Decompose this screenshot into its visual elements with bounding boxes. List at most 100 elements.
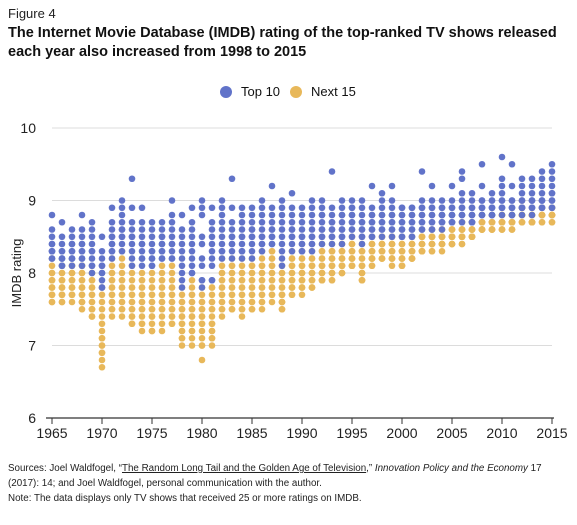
data-point-next15 xyxy=(208,298,216,306)
data-point-next15 xyxy=(58,269,66,277)
data-point-next15 xyxy=(228,262,236,270)
data-point-next15 xyxy=(218,269,226,277)
data-point-next15 xyxy=(128,305,136,313)
data-point-next15 xyxy=(398,247,406,255)
data-point-next15 xyxy=(548,218,556,226)
data-point-top10 xyxy=(198,255,206,262)
data-point-next15 xyxy=(68,291,76,299)
data-point-top10 xyxy=(328,211,336,219)
data-point-top10 xyxy=(238,255,246,262)
data-point-top10 xyxy=(338,211,346,219)
data-point-top10 xyxy=(458,211,466,219)
data-point-top10 xyxy=(498,211,506,219)
data-point-top10 xyxy=(538,197,546,204)
data-point-top10 xyxy=(218,247,226,255)
data-point-next15 xyxy=(228,269,236,277)
data-point-next15 xyxy=(288,255,296,262)
data-point-next15 xyxy=(58,284,66,291)
data-point-next15 xyxy=(238,313,246,320)
data-point-next15 xyxy=(258,305,266,313)
data-point-top10 xyxy=(308,197,316,204)
data-point-top10 xyxy=(458,204,466,212)
data-point-next15 xyxy=(138,327,146,335)
data-point-top10 xyxy=(328,233,336,241)
scatter-chart: 6 7 8 9 10 IMDB rating 1965 1970 1975 1980 1985 199… xyxy=(9,120,568,441)
data-point-top10 xyxy=(288,204,296,212)
y-tick-label: 9 xyxy=(28,193,36,209)
data-point-top10 xyxy=(318,211,326,219)
data-point-next15 xyxy=(228,298,236,306)
data-point-top10 xyxy=(198,262,206,270)
data-point-next15 xyxy=(118,313,126,320)
data-point-top10 xyxy=(508,160,516,168)
data-point-next15 xyxy=(148,291,156,299)
data-point-next15 xyxy=(198,334,206,342)
data-point-top10 xyxy=(48,247,56,255)
data-point-top10 xyxy=(198,284,206,291)
data-point-top10 xyxy=(308,211,316,219)
data-point-next15 xyxy=(138,276,146,284)
data-point-next15 xyxy=(138,320,146,328)
data-point-next15 xyxy=(88,313,96,320)
data-point-top10 xyxy=(458,175,466,183)
x-tick-label: 2000 xyxy=(386,425,417,441)
data-point-top10 xyxy=(208,262,216,270)
data-point-top10 xyxy=(198,276,206,284)
data-point-top10 xyxy=(448,197,456,204)
data-point-next15 xyxy=(158,313,166,320)
data-point-next15 xyxy=(448,233,456,241)
data-point-top10 xyxy=(418,218,426,226)
data-point-top10 xyxy=(258,204,266,212)
data-point-next15 xyxy=(468,226,476,233)
data-point-top10 xyxy=(58,233,66,241)
data-point-top10 xyxy=(78,226,86,233)
data-point-top10 xyxy=(168,218,176,226)
data-point-top10 xyxy=(308,226,316,233)
data-point-top10 xyxy=(418,204,426,212)
data-point-top10 xyxy=(358,218,366,226)
data-point-next15 xyxy=(378,240,386,248)
data-point-top10 xyxy=(248,218,256,226)
data-point-top10 xyxy=(438,197,446,204)
data-point-next15 xyxy=(288,262,296,270)
data-point-top10 xyxy=(88,226,96,233)
data-point-top10 xyxy=(398,226,406,233)
legend: Top 10 Next 15 xyxy=(0,84,577,104)
data-point-next15 xyxy=(188,284,196,291)
data-point-top10 xyxy=(428,226,436,233)
data-point-top10 xyxy=(198,204,206,212)
data-point-top10 xyxy=(128,204,136,212)
source-journal: Innovation Policy and the Economy xyxy=(374,463,528,474)
data-point-top10 xyxy=(168,233,176,241)
source-link[interactable]: The Random Long Tail and the Golden Age … xyxy=(121,463,367,474)
data-point-top10 xyxy=(88,262,96,270)
data-point-top10 xyxy=(268,204,276,212)
data-point-next15 xyxy=(158,262,166,270)
source-mid: ,” xyxy=(366,463,375,474)
data-point-top10 xyxy=(418,168,426,175)
data-point-next15 xyxy=(98,305,106,313)
data-point-top10 xyxy=(298,240,306,248)
data-point-next15 xyxy=(448,226,456,233)
data-point-top10 xyxy=(288,247,296,255)
data-point-top10 xyxy=(78,211,86,219)
data-point-top10 xyxy=(458,197,466,204)
data-point-next15 xyxy=(178,342,186,349)
data-point-next15 xyxy=(118,276,126,284)
data-point-top10 xyxy=(268,182,276,190)
data-point-next15 xyxy=(178,334,186,342)
data-point-top10 xyxy=(498,204,506,212)
data-point-next15 xyxy=(198,313,206,320)
data-point-top10 xyxy=(148,255,156,262)
data-point-next15 xyxy=(388,247,396,255)
data-point-next15 xyxy=(488,226,496,233)
data-point-top10 xyxy=(198,197,206,204)
data-point-top10 xyxy=(538,189,546,197)
data-point-top10 xyxy=(128,226,136,233)
data-point-top10 xyxy=(248,240,256,248)
data-point-next15 xyxy=(138,284,146,291)
data-note: Note: The data displays only TV shows th… xyxy=(8,493,362,504)
data-point-top10 xyxy=(518,189,526,197)
data-point-top10 xyxy=(188,247,196,255)
data-point-next15 xyxy=(238,262,246,270)
